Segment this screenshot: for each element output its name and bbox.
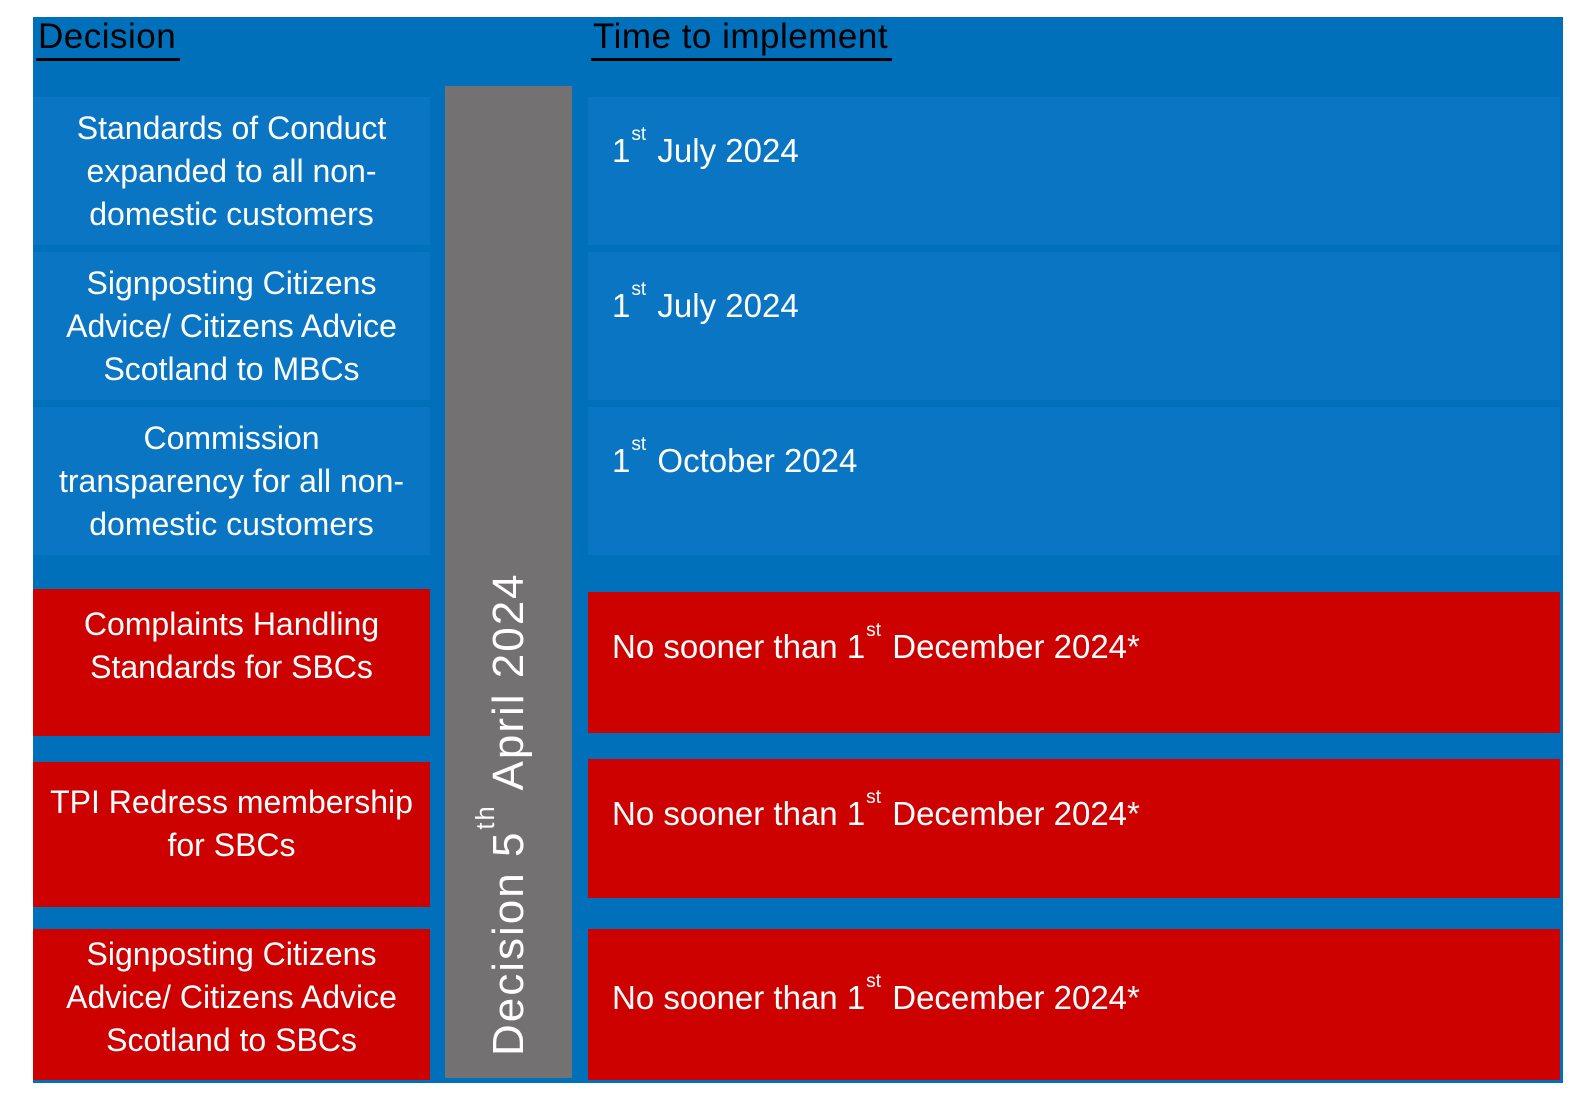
time-value: 1st July 2024 [612,124,799,169]
decision-box-complaints-handling: Complaints Handling Standards for SBCs [33,589,430,736]
decision-box-signposting-sbcs: Signposting Citizens Advice/ Citizens Ad… [33,929,430,1080]
decision-box-standards-of-conduct: Standards of Conduct expanded to all non… [33,97,430,245]
time-box-standards-of-conduct: 1st July 2024 [588,97,1560,245]
time-box-signposting-sbcs: No sooner than 1st December 2024* [588,929,1560,1080]
time-box-signposting-mbcs: 1st July 2024 [588,252,1560,400]
decision-box-commission-transparency: Commission transparency for all non- dom… [33,407,430,555]
time-box-tpi-redress: No sooner than 1st December 2024* [588,759,1560,898]
time-value: No sooner than 1st December 2024* [612,786,1140,832]
time-value: 1st July 2024 [612,279,799,324]
time-box-complaints-handling: No sooner than 1st December 2024* [588,592,1560,733]
time-value: No sooner than 1st December 2024* [612,619,1140,665]
time-box-commission-transparency: 1st October 2024 [588,407,1560,555]
decision-date-bar: Decision 5th April 2024 [445,86,572,1078]
time-column-header: Time to implement [591,18,893,61]
time-value: 1st October 2024 [612,434,858,479]
decision-date-text: Decision 5th April 2024 [472,572,533,1056]
time-value: No sooner than 1st December 2024* [612,970,1140,1016]
decision-box-tpi-redress: TPI Redress membership for SBCs [33,762,430,907]
decision-box-signposting-mbcs: Signposting Citizens Advice/ Citizens Ad… [33,252,430,400]
decision-column-header: Decision [36,18,181,61]
decision-date-label: Decision 5th April 2024 [445,86,572,1078]
